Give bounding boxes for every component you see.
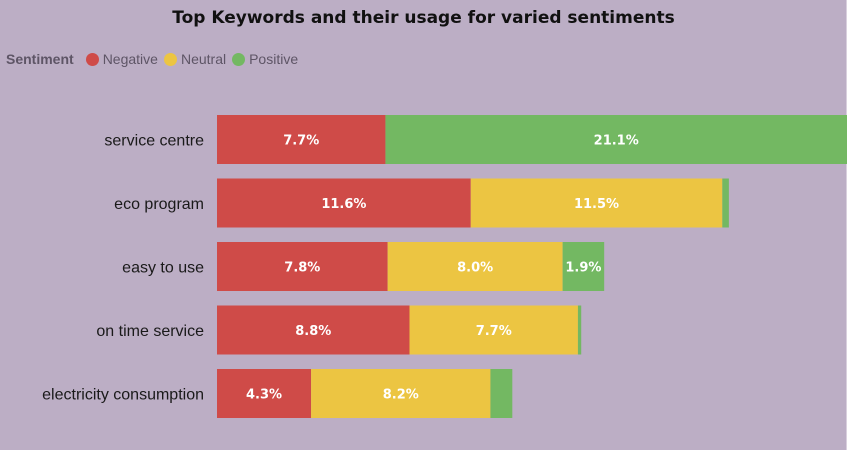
legend: Sentiment Negative Neutral Positive	[6, 49, 304, 69]
bar-segment-negative[interactable]	[217, 115, 386, 164]
legend-label-positive: Positive	[249, 51, 299, 67]
data-label: 7.7%	[283, 134, 319, 149]
data-label: 8.2%	[383, 388, 419, 403]
bar-segment-positive[interactable]	[577, 305, 582, 355]
legend-label-negative: Negative	[102, 51, 158, 67]
chart-title: Top Keywords and their usage for varied …	[172, 8, 675, 28]
bar-segment-positive[interactable]	[490, 369, 513, 418]
bar-segment-neutral[interactable]	[409, 305, 578, 355]
category-label: easy to use	[122, 260, 204, 277]
bar-segment-neutral[interactable]	[311, 369, 491, 418]
data-label: 7.8%	[284, 261, 320, 276]
legend-swatch-positive	[232, 52, 246, 66]
legend-item-positive[interactable]: Positive	[232, 51, 300, 67]
bar-segment-negative[interactable]	[217, 178, 471, 228]
legend-swatch-neutral	[163, 52, 177, 66]
data-label: 8.8%	[295, 324, 331, 339]
legend-label-neutral: Neutral	[180, 51, 227, 67]
data-label: 11.6%	[321, 197, 366, 212]
data-label: 4.3%	[246, 388, 282, 403]
data-label: 11.5%	[574, 197, 619, 212]
category-label: service centre	[104, 133, 204, 150]
data-label: 21.1%	[594, 134, 639, 149]
legend-item-negative[interactable]: Negative	[85, 51, 160, 67]
bar-segment-neutral[interactable]	[470, 178, 723, 228]
data-label: 8.0%	[457, 261, 493, 276]
category-label: on time service	[96, 323, 204, 340]
legend-title: Sentiment	[6, 51, 74, 67]
category-label: electricity consumption	[42, 387, 204, 404]
bar-segment-negative[interactable]	[217, 305, 410, 355]
bar-segment-positive[interactable]	[385, 115, 847, 164]
bar-segment-positive[interactable]	[562, 242, 605, 291]
legend-item-neutral[interactable]: Neutral	[163, 51, 228, 67]
bar-segment-negative[interactable]	[217, 369, 312, 418]
legend-swatch-negative	[85, 52, 99, 66]
data-label: 1.9%	[565, 261, 601, 276]
data-label: 7.7%	[476, 324, 512, 339]
bar-segment-neutral[interactable]	[387, 242, 563, 291]
category-label: eco program	[114, 196, 204, 213]
bar-segment-positive[interactable]	[722, 178, 729, 228]
bar-segment-negative[interactable]	[217, 242, 388, 291]
